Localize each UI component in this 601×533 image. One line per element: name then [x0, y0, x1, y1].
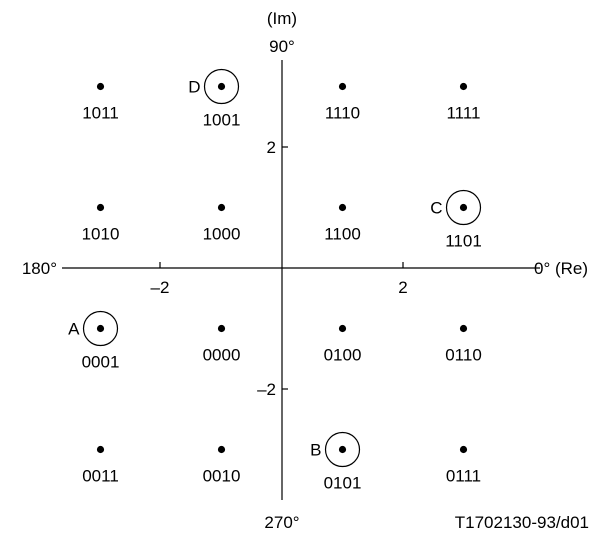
point-dot	[96, 324, 105, 333]
point-dot	[217, 203, 226, 212]
point-code-label: 0101	[324, 474, 362, 493]
point-code-label: 0100	[324, 346, 362, 365]
point-code-label: 1000	[203, 225, 241, 244]
point-dot	[217, 82, 226, 91]
point-dot	[217, 324, 226, 333]
point-marker-label: C	[430, 199, 442, 218]
constellation-point: 0011	[82, 445, 119, 486]
constellation-point: 1010	[82, 203, 120, 244]
point-dot	[338, 445, 347, 454]
point-code-label: 1001	[203, 111, 241, 130]
point-code-label: 1101	[445, 232, 482, 251]
right-angle-label: 0° (Re)	[534, 259, 588, 278]
point-code-label: 0110	[445, 346, 482, 365]
constellation-point: 0110	[445, 324, 482, 365]
point-code-label: 0011	[82, 467, 119, 486]
bottom-angle-label: 270°	[264, 513, 299, 532]
point-ring	[82, 310, 119, 347]
point-marker-label: B	[310, 441, 321, 460]
x-tick-label-neg2: –2	[151, 278, 170, 297]
point-dot	[459, 203, 468, 212]
y-tick-label-neg2: –2	[257, 380, 276, 399]
constellation-point: 0111	[446, 445, 481, 486]
top-angle-label: 90°	[269, 37, 295, 56]
point-code-label: 1110	[325, 104, 360, 123]
constellation-point: 1110	[325, 82, 360, 123]
point-dot	[338, 82, 347, 91]
point-ring	[445, 189, 482, 226]
left-angle-label: 180°	[22, 259, 57, 278]
point-code-label: 0111	[446, 467, 481, 486]
point-marker-label: A	[68, 320, 80, 339]
point-dot	[96, 203, 105, 212]
point-ring	[324, 431, 361, 468]
point-dot	[459, 445, 468, 454]
point-code-label: 1010	[82, 225, 120, 244]
constellation-point: 0000	[203, 324, 241, 365]
im-axis-label: (Im)	[267, 9, 297, 28]
point-code-label: 0010	[203, 467, 241, 486]
constellation-point: 1111	[446, 82, 481, 123]
figure-id: T1702130-93/d01	[455, 513, 589, 532]
point-code-label: 1100	[324, 225, 361, 244]
point-dot	[459, 82, 468, 91]
point-code-label: 1111	[446, 104, 480, 123]
constellation-point: 0100	[324, 324, 362, 365]
constellation-point: 1000	[203, 203, 241, 244]
constellation-point: 1100	[324, 203, 361, 244]
point-dot	[338, 203, 347, 212]
point-code-label: 0000	[203, 346, 241, 365]
point-dot	[217, 445, 226, 454]
x-tick-label-pos2: 2	[398, 278, 407, 297]
point-ring	[203, 68, 240, 105]
y-tick-label-pos2: 2	[267, 138, 276, 157]
point-dot	[338, 324, 347, 333]
point-marker-label: D	[188, 78, 200, 97]
point-dot	[459, 324, 468, 333]
point-dot	[96, 82, 105, 91]
constellation-point: 1011	[82, 82, 119, 123]
constellation-point: 0010	[203, 445, 241, 486]
point-dot	[96, 445, 105, 454]
point-code-label: 1011	[82, 104, 119, 123]
point-code-label: 0001	[82, 353, 120, 372]
